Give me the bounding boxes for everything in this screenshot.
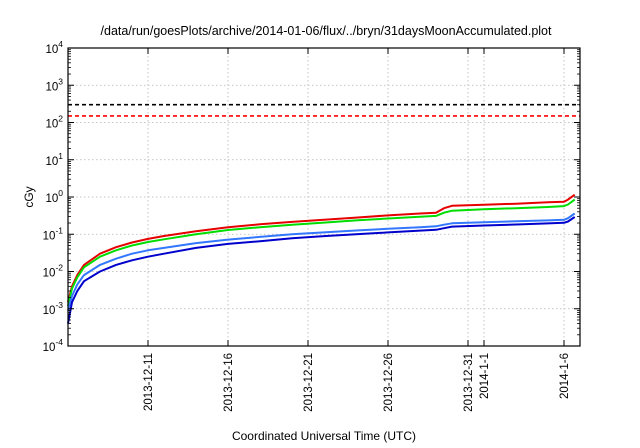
x-tick-label: 2013-12-21 [303, 353, 315, 412]
y-tick-label: 10-2 [43, 263, 64, 280]
x-tick-label: 2013-12-26 [383, 353, 395, 412]
x-tick-label: 2014-1-1 [479, 353, 491, 399]
x-tick-label: 2013-12-11 [143, 353, 155, 411]
y-tick-label: 10-3 [43, 300, 64, 317]
x-tick-label: 2014-1-6 [559, 353, 571, 399]
series-line [67, 216, 576, 324]
x-tick-label: 2013-12-31 [463, 353, 475, 412]
y-axis-label: cGy [22, 186, 36, 207]
threshold-lines [68, 103, 580, 117]
y-tick-label: 103 [45, 76, 63, 93]
x-tick-label: 2013-12-16 [223, 353, 235, 412]
grid [68, 48, 580, 346]
chart-title: /data/run/goesPlots/archive/2014-01-06/f… [101, 24, 552, 38]
series-line [67, 193, 576, 303]
y-tick-label: 10-4 [43, 337, 64, 354]
y-tick-label: 101 [45, 151, 63, 168]
series-lines [67, 193, 576, 324]
series-line [67, 212, 576, 311]
y-tick-label: 102 [45, 114, 63, 131]
y-tick-label: 100 [45, 188, 63, 205]
series-line [67, 198, 576, 307]
axis-ticks: 10-4 10-3 10-2 10-1 100 101 102 103 104 2013-12-1… [43, 39, 580, 412]
x-axis-label: Coordinated Universal Time (UTC) [232, 429, 416, 443]
y-tick-label: 10-1 [43, 225, 64, 242]
y-tick-label: 104 [45, 39, 63, 56]
